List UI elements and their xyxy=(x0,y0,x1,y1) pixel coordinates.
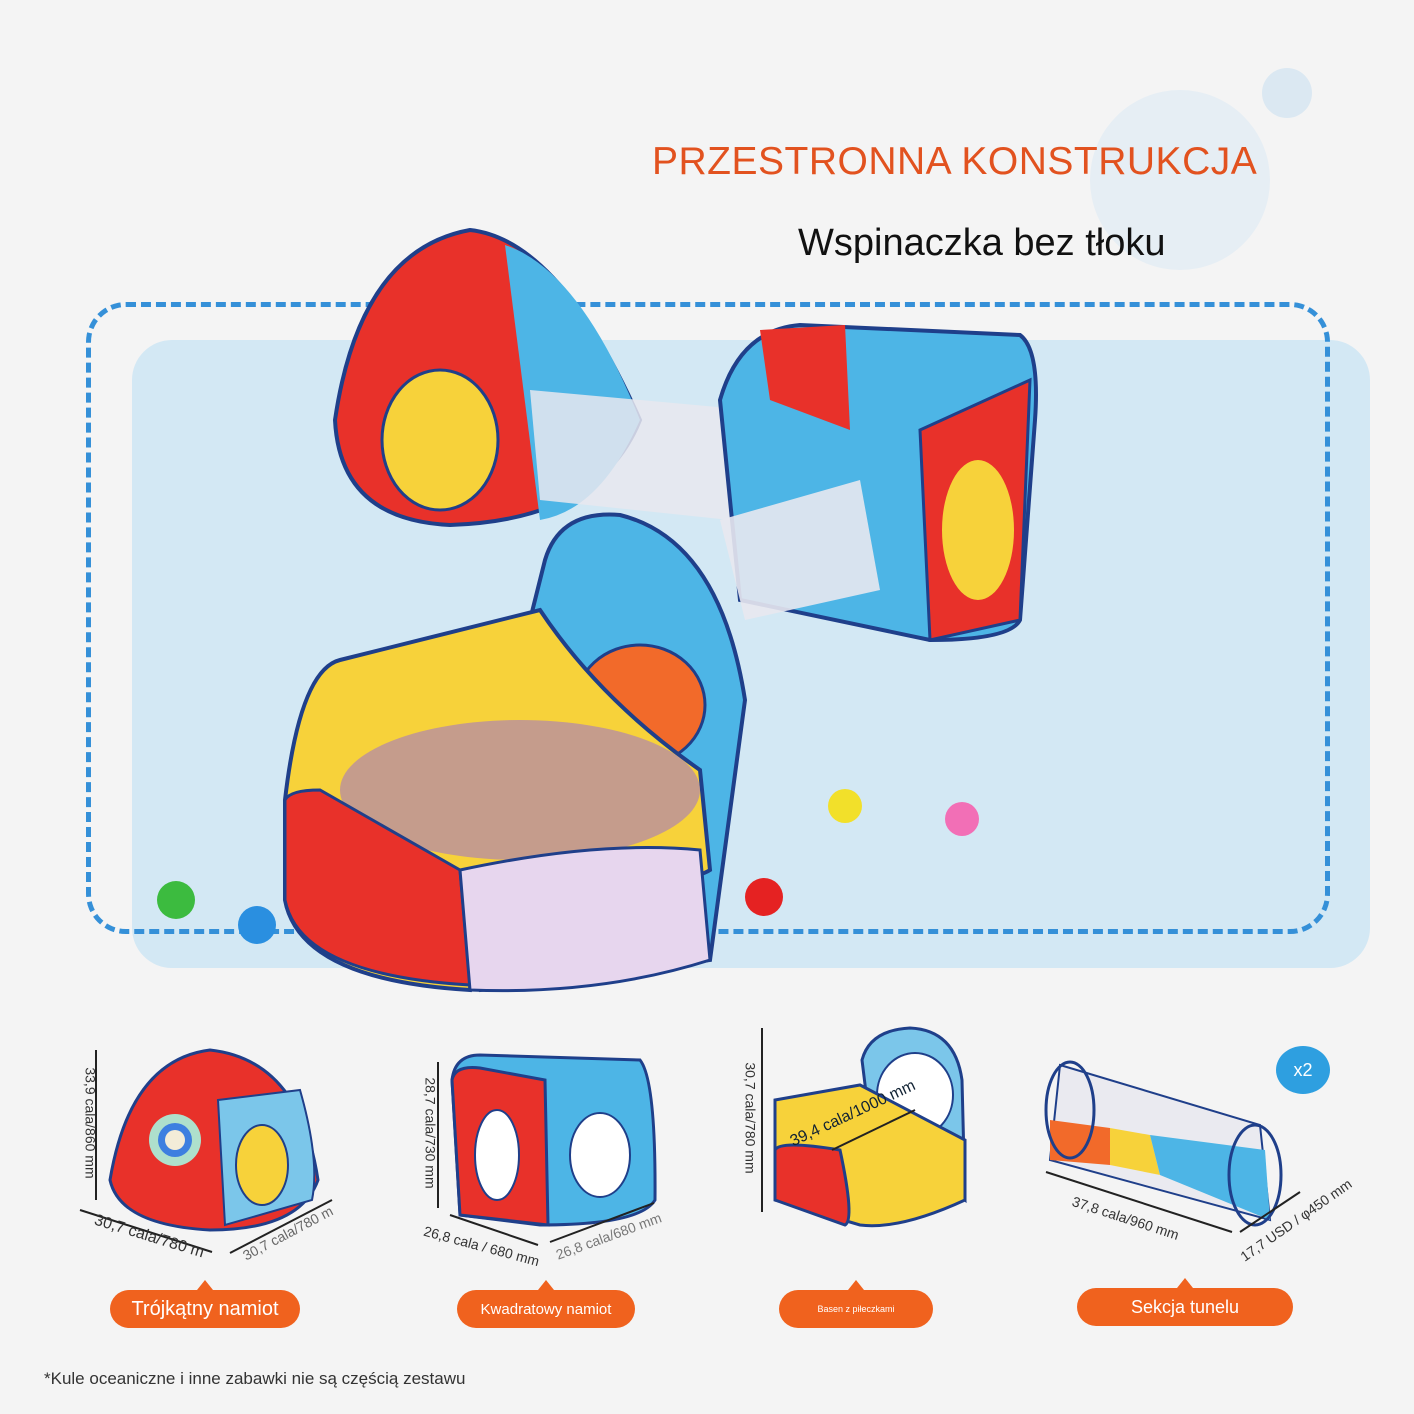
label-triangle-tent: Trójkątny namiot xyxy=(110,1280,300,1328)
ball-red xyxy=(745,878,783,916)
page-title: PRZESTRONNA KONSTRUKCJA xyxy=(652,140,1258,183)
footnote: *Kule oceaniczne i inne zabawki nie są c… xyxy=(44,1369,466,1388)
hero-tunnel xyxy=(530,390,750,520)
triangle-tent-thumb xyxy=(95,1048,320,1232)
quantity-badge: x2 xyxy=(1276,1046,1330,1094)
ball-blue xyxy=(238,906,276,944)
ball-yellow xyxy=(828,789,862,823)
label-tunnel: Sekcja tunelu xyxy=(1077,1278,1293,1326)
hero-ball-pit xyxy=(283,512,748,993)
triangle-height-label: 33,9 cala/860 mm xyxy=(82,1067,99,1179)
square-height-label: 28,7 cala/730 mm xyxy=(422,1077,439,1189)
page-subtitle: Wspinaczka bez tłoku xyxy=(798,222,1166,264)
tunnel-thumb xyxy=(1044,1060,1301,1233)
square-tent-thumb xyxy=(437,1053,657,1227)
decor-bubble xyxy=(1262,68,1312,118)
pit-height-label: 30,7 cala/780 mm xyxy=(742,1062,759,1174)
label-ball-pit: Basen z piłeczkami xyxy=(779,1280,933,1328)
ball-green xyxy=(157,881,195,919)
label-square-tent: Kwadratowy namiot xyxy=(457,1280,635,1328)
decor-bubble xyxy=(1090,90,1270,270)
ball-pink xyxy=(945,802,979,836)
ball-pit-thumb xyxy=(761,1026,967,1228)
hero-tunnel-2 xyxy=(720,480,880,620)
